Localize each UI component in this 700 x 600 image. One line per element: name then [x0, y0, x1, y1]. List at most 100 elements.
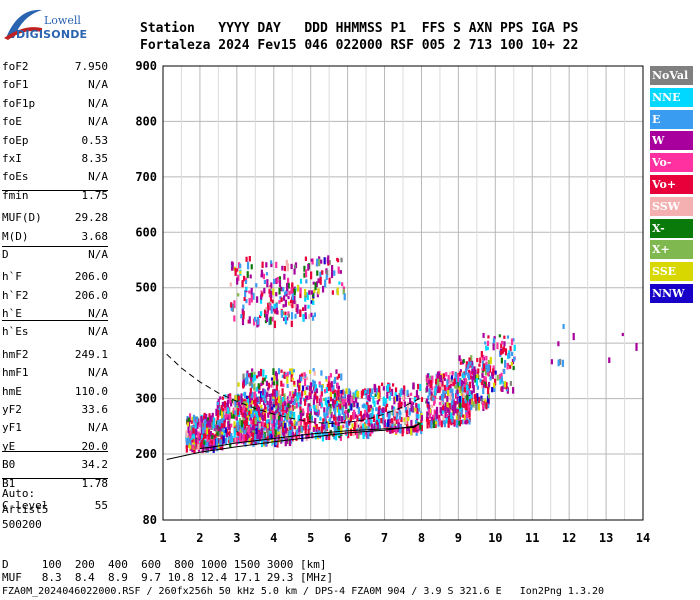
echo-mark: [378, 385, 381, 393]
param-name: foF1p: [2, 96, 36, 110]
echo-mark: [344, 409, 347, 414]
echo-mark: [448, 416, 451, 424]
echo-mark: [329, 388, 333, 393]
echo-mark: [343, 393, 347, 397]
echo-mark: [440, 399, 443, 406]
echo-mark: [276, 439, 279, 448]
echo-mark: [319, 416, 322, 421]
echo-mark: [207, 441, 210, 449]
echo-mark: [229, 436, 232, 444]
param-separator: [2, 451, 108, 452]
echo-mark: [245, 399, 248, 404]
echo-mark: [232, 407, 235, 415]
echo-mark: [322, 418, 325, 422]
echo-mark: [311, 432, 314, 439]
echo-mark: [278, 300, 281, 304]
echo-mark: [454, 372, 457, 379]
echo-mark: [301, 408, 305, 414]
echo-mark: [337, 266, 340, 274]
echo-mark: [465, 364, 468, 371]
echo-mark: [290, 320, 293, 328]
echo-mark: [442, 415, 445, 421]
echo-mark: [470, 399, 473, 405]
echo-mark: [250, 383, 254, 389]
echo-mark: [459, 419, 463, 425]
legend-item: NoVal: [650, 66, 693, 85]
echo-mark: [208, 413, 211, 421]
echo-mark: [304, 399, 307, 406]
echo-mark: [451, 388, 454, 393]
echo-mark: [513, 356, 516, 362]
echo-mark: [230, 412, 233, 419]
echo-mark: [375, 414, 379, 421]
param-name: foF2: [2, 60, 29, 73]
param-row: fxI 8.35: [2, 150, 108, 168]
echo-mark: [216, 401, 219, 406]
echo-mark: [310, 290, 313, 295]
echo-mark: [222, 435, 225, 443]
echo-mark: [344, 402, 348, 410]
echo-mark: [257, 413, 261, 418]
echo-mark: [229, 396, 232, 403]
echo-mark: [268, 289, 271, 294]
echo-mark: [367, 394, 371, 399]
echo-mark: [248, 426, 251, 433]
echo-mark: [256, 434, 259, 440]
echo-mark: [313, 380, 316, 385]
echo-mark: [334, 400, 337, 405]
echo-mark: [267, 388, 270, 394]
echo-mark: [312, 399, 316, 408]
echo-mark: [248, 437, 251, 444]
echo-mark: [290, 312, 294, 320]
echo-mark: [237, 293, 240, 297]
echo-mark: [509, 364, 512, 369]
echo-mark: [318, 426, 321, 433]
echo-mark: [215, 408, 218, 416]
echo-mark: [454, 401, 457, 406]
echo-mark: [245, 416, 249, 421]
echo-mark: [324, 397, 327, 406]
param-name: foE: [2, 115, 22, 129]
echo-mark: [462, 392, 465, 398]
autoscaling-info: Auto: Artist5 500200: [2, 486, 48, 533]
echo-mark: [496, 374, 499, 381]
echo-mark: [232, 438, 235, 443]
echo-mark: [191, 438, 194, 443]
echo-mark: [286, 376, 289, 384]
muf-row: MUF 8.3 8.4 8.9 9.7 10.8 12.4 17.1 29.3 …: [2, 571, 334, 584]
echo-mark: [277, 368, 281, 375]
echo-mark: [231, 266, 234, 271]
echo-mark: [252, 440, 255, 447]
x-tick-label: 10: [488, 531, 502, 545]
echo-mark: [221, 428, 224, 432]
echo-mark: [231, 262, 234, 270]
echo-mark: [259, 368, 263, 377]
echo-mark: [219, 407, 222, 412]
echo-mark: [332, 384, 335, 393]
echo-mark: [297, 414, 300, 422]
echo-mark: [412, 428, 415, 433]
echo-mark: [448, 403, 451, 409]
x-tick-label: 12: [562, 531, 576, 545]
echo-mark: [486, 364, 489, 373]
param-row: h`Es N/A: [2, 323, 108, 341]
echo-mark: [286, 286, 289, 292]
echo-mark: [299, 287, 302, 294]
echo-mark: [295, 429, 299, 436]
echo-mark: [218, 438, 221, 444]
echo-mark: [228, 415, 231, 424]
echo-mark: [309, 417, 312, 424]
echo-mark: [235, 414, 238, 421]
echo-mark: [487, 393, 491, 399]
echo-mark: [242, 433, 246, 442]
legend-item: X+: [650, 240, 693, 260]
echo-mark: [456, 419, 459, 428]
echo-mark: [252, 436, 255, 443]
y-tick-label: 200: [135, 447, 157, 461]
echo-mark: [437, 378, 440, 386]
echo-mark: [480, 395, 483, 402]
param-row: hmF2 249.1: [2, 346, 108, 364]
echo-mark: [358, 427, 361, 435]
echo-mark: [283, 422, 287, 429]
echo-mark: [330, 411, 333, 419]
